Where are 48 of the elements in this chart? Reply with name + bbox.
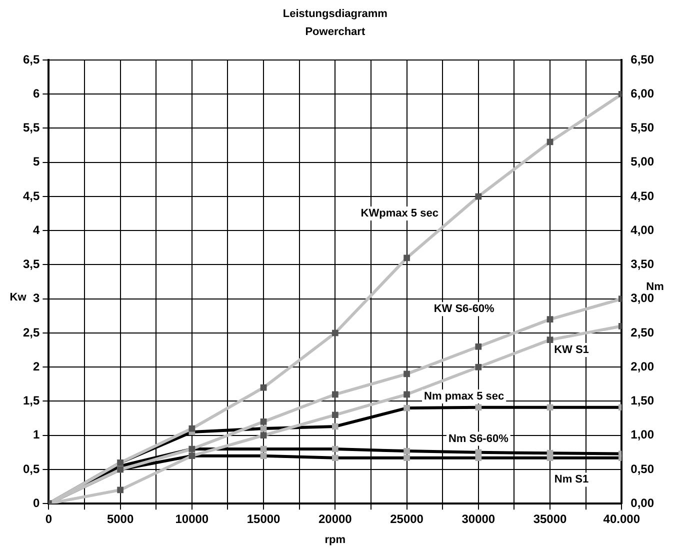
y2-tick-label: 3,50 xyxy=(630,257,654,272)
series-label: Nm S6-60% xyxy=(448,432,509,445)
x-tick-label: 10000 xyxy=(175,512,209,526)
text: KW S6-60% xyxy=(434,303,495,316)
y-tick-label: 5,5 xyxy=(22,120,40,135)
y-tick-label: 6 xyxy=(32,86,40,100)
x-tick-label: 40.000 xyxy=(603,512,640,526)
y2-tick-label: 2,00 xyxy=(630,359,654,374)
y2-tick-label: 0,00 xyxy=(630,496,654,510)
y-tick-label: 0,5 xyxy=(22,462,40,476)
y-tick-label: 0 xyxy=(32,496,40,510)
y-tick-label: 2 xyxy=(32,359,40,374)
series-label: Nm S1 xyxy=(554,474,589,486)
y2-tick-label: 2,50 xyxy=(630,325,654,340)
x-tick-label: 5000 xyxy=(106,512,134,526)
y-axis-title: Kw xyxy=(10,291,27,304)
x-tick-label: 15000 xyxy=(246,512,281,526)
y2-tick-label: 5,00 xyxy=(630,154,654,169)
y-tick-label: 4,5 xyxy=(22,188,40,203)
y-tick-label: 1 xyxy=(32,428,40,442)
y2-tick-label: 6,50 xyxy=(630,52,654,66)
y2-tick-label: 4,00 xyxy=(630,222,654,237)
y2-tick-label: 4,50 xyxy=(630,188,654,203)
y2-tick-label: 6,00 xyxy=(630,86,654,100)
series-label: KWpmax 5 sec xyxy=(360,208,438,220)
y-tick-label: 5 xyxy=(32,154,40,169)
x-tick-label: 30000 xyxy=(462,512,496,526)
y-tick-label: 4 xyxy=(32,222,40,237)
x-tick-label: 0 xyxy=(45,512,52,526)
y-tick-label: 1,5 xyxy=(22,394,40,408)
series-label: Nm pmax 5 sec xyxy=(424,390,504,402)
y-tick-label: 3 xyxy=(32,291,40,306)
series-label: KW S1 xyxy=(554,344,589,356)
x-tick-label: 25000 xyxy=(390,512,424,526)
y2-tick-label: 1,50 xyxy=(630,394,654,408)
x-axis-title: rpm xyxy=(324,534,346,546)
x-tick-label: 35000 xyxy=(533,512,568,526)
x-tick-label: 20000 xyxy=(318,512,352,526)
y2-tick-label: 5,50 xyxy=(630,120,654,135)
y2-tick-label: 3,00 xyxy=(630,291,654,306)
y2-tick-label: 0,50 xyxy=(630,462,654,476)
y2-axis-title: Nm xyxy=(646,281,664,294)
y2-tick-label: 1,00 xyxy=(630,428,654,442)
y-tick-label: 6,5 xyxy=(22,52,40,66)
y-tick-label: 3,5 xyxy=(22,257,40,272)
chart-title: Leistungsdiagramm xyxy=(282,8,388,20)
y-tick-label: 2,5 xyxy=(22,325,40,340)
chart-subtitle: Powerchart xyxy=(305,26,366,38)
